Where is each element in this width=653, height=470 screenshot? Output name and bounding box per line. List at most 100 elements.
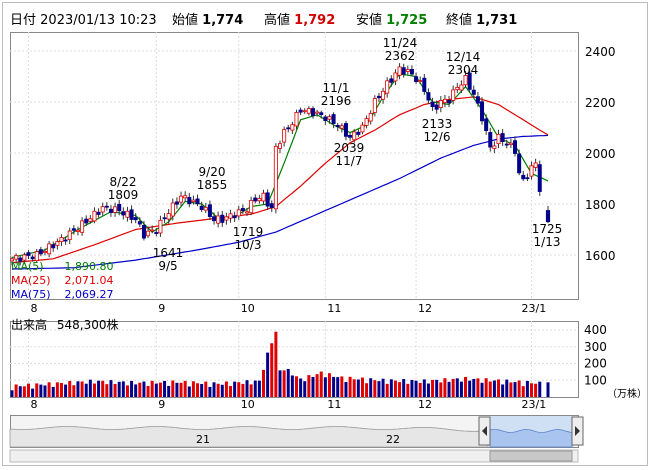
open-label: 始値 [172,13,199,28]
candle-body [442,98,447,104]
volume-bar [88,379,92,397]
volume-bar [521,386,525,397]
navigator-scrollbar[interactable] [9,449,579,463]
candle-body [286,127,291,130]
volume-bar [505,379,509,397]
volume-bar [451,378,455,397]
candle-body [179,195,184,203]
volume-bar [476,378,480,397]
candle-body [174,201,179,205]
volume-bar [18,386,22,397]
annotation-label: 2304 [448,63,479,77]
volume-bar [125,385,129,397]
high-label: 高値 [264,13,291,28]
candle-body [401,67,406,75]
volume-bar [220,384,224,397]
volume-bar [389,379,393,397]
volume-bar [447,381,451,397]
candle-body [261,192,266,202]
candle-body [434,104,439,110]
legend-ma5-label: MA(5) [11,260,44,273]
candle-body [422,77,427,92]
candle-body [298,109,303,113]
volume-bar [426,383,430,397]
volume-bar [294,376,298,397]
volume-bar [340,376,344,397]
volume-bar [257,380,261,397]
legend-ma5: MA(5) 1,890.80 [11,260,113,273]
chevron-icon [575,426,580,436]
volume-bar [315,374,319,397]
volume-bar [332,376,336,397]
volume-bar [517,380,521,397]
volume-bar [39,384,43,397]
candle-body [249,200,254,214]
volume-bar [92,383,96,397]
candle-body [343,123,348,137]
volume-bar [323,377,327,397]
candle-body [170,202,175,217]
volume-bar [303,381,307,397]
volume-bar [212,382,216,397]
navigator-scrollbar-thumb[interactable] [489,450,573,462]
candle-body [533,162,538,168]
legend-ma75-label: MA(75) [11,288,51,301]
volume-bar [443,378,447,397]
candle-body [529,165,534,177]
candle-body [348,134,353,138]
annotation-label: 1641 [153,246,184,260]
candle-body [376,95,381,99]
candle-body [480,101,485,122]
price-x-tick: 12 [418,302,432,315]
candle-body [319,112,324,115]
volume-bar [208,386,212,397]
price-y-tick: 1600 [585,249,616,263]
volume-bar [286,368,290,397]
candle-body [335,124,340,128]
candle-body [310,108,315,117]
volume-bar [167,385,171,397]
annotation-label: 12/6 [424,130,451,144]
volume-bar [191,381,195,397]
volume-bar [64,384,68,397]
annotation-label: 2362 [385,49,416,63]
candle-body [34,251,39,261]
navigator-selected-area [489,429,573,448]
navigator-year-label: 21 [196,433,210,446]
candle-body [306,108,311,114]
candle-body [162,217,167,220]
candle-body [18,257,23,262]
candle-body [500,133,505,142]
volume-y-tick: 100 [584,373,607,387]
volume-bar [480,382,484,397]
volume-bar [488,381,492,397]
volume-bar [365,383,369,397]
candle-body [166,213,171,220]
date-value: 2023/01/13 10:23 [40,13,157,28]
candle-body [51,244,56,249]
legend-ma25-value: 2,071.04 [64,274,114,287]
high-value: 1,792 [294,13,336,28]
candle-body [438,100,443,109]
candle-body [42,251,47,253]
candle-body [360,124,365,133]
candle-body [426,92,431,101]
annotation-label: 2039 [334,141,365,155]
volume-bar [282,370,286,397]
annotation-label: 8/22 [110,175,137,189]
candle-body [331,114,336,124]
chevron-icon [482,426,487,436]
candle-body [154,232,159,234]
candle-body [381,90,386,100]
candle-body [405,69,410,72]
candle-body [389,78,394,83]
volume-bar [484,378,488,397]
price-x-tick: 8 [30,302,37,315]
volume-bar [377,381,381,397]
price-y-tick: 2200 [585,96,616,110]
candle-body [352,131,357,141]
annotation-label: 1719 [233,225,264,239]
volume-bar [472,378,476,397]
volume-bar [418,382,422,397]
candle-body [141,225,146,239]
